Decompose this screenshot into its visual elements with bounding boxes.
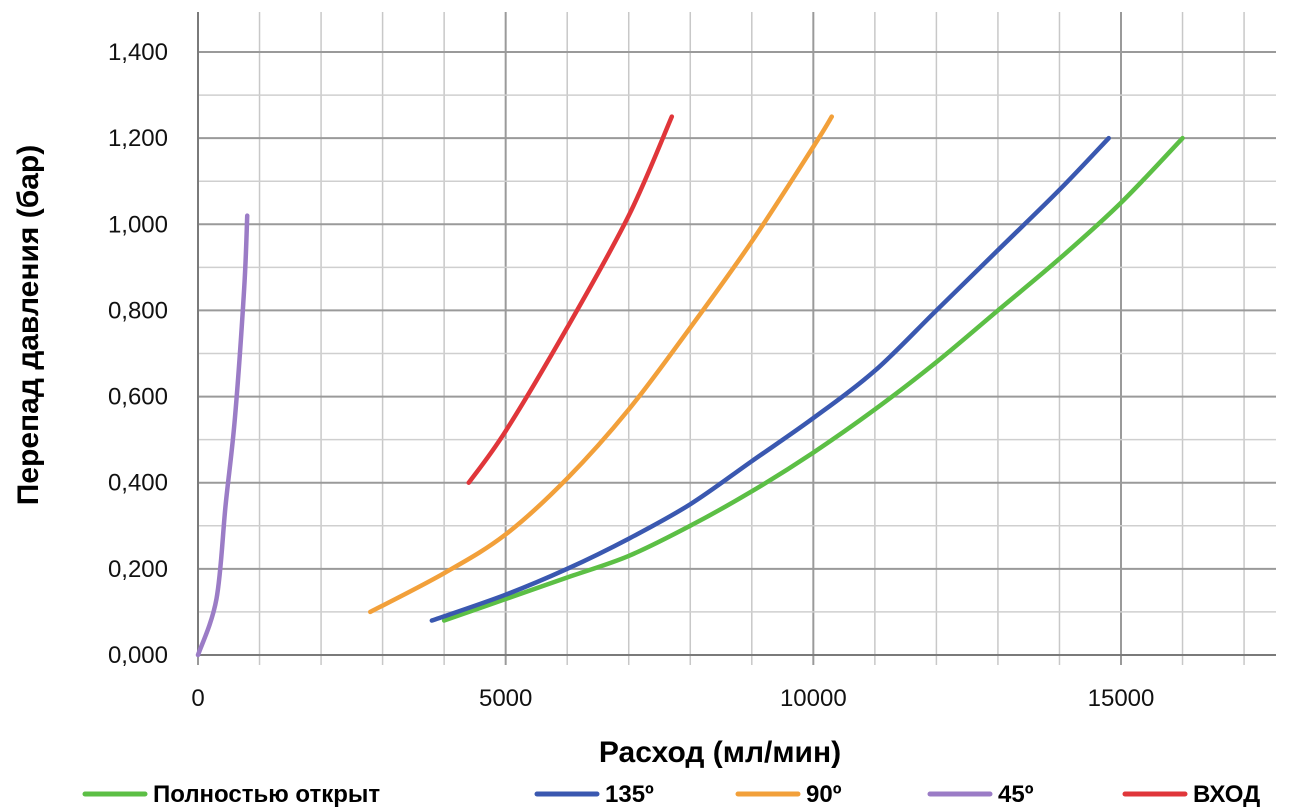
legend: Полностью открыт 135º 90º 45º ВХОД — [82, 781, 1260, 807]
x-tick-label: 10000 — [780, 685, 847, 712]
series-line-2 — [429, 135, 1111, 623]
y-tick-label: 0,000 — [108, 642, 168, 669]
legend-label: 135º — [605, 781, 654, 807]
y-tick-label: 1,200 — [108, 125, 168, 152]
x-tick-label: 0 — [191, 685, 204, 712]
legend-label: 90º — [806, 781, 842, 807]
tick-labels: 0,000 0,200 0,400 0,600 0,800 1,000 1,200 1,400… — [108, 39, 1154, 712]
grid — [197, 12, 1276, 665]
legend-label: 45º — [998, 781, 1034, 807]
y-axis-title: Перепад давления (бар) — [12, 145, 45, 505]
legend-label: ВХОД — [1193, 781, 1260, 807]
y-tick-label: 1,000 — [108, 211, 168, 238]
y-tick-label: 0,400 — [108, 470, 168, 497]
series-line-1 — [441, 135, 1185, 623]
y-tick-label: 0,200 — [108, 556, 168, 583]
x-axis-title: Расход (мл/мин) — [599, 736, 841, 769]
y-tick-label: 0,800 — [108, 297, 168, 324]
legend-label: Полностью открыт — [153, 781, 380, 807]
series-line-5 — [466, 114, 675, 485]
x-tick-label: 15000 — [1088, 685, 1155, 712]
y-tick-label: 0,600 — [108, 384, 168, 411]
series-line-3 — [368, 114, 835, 615]
x-tick-label: 5000 — [479, 685, 532, 712]
series-lines — [195, 114, 1185, 658]
axes — [197, 12, 1276, 656]
series-line-4 — [195, 213, 250, 658]
y-tick-label: 1,400 — [108, 39, 168, 66]
